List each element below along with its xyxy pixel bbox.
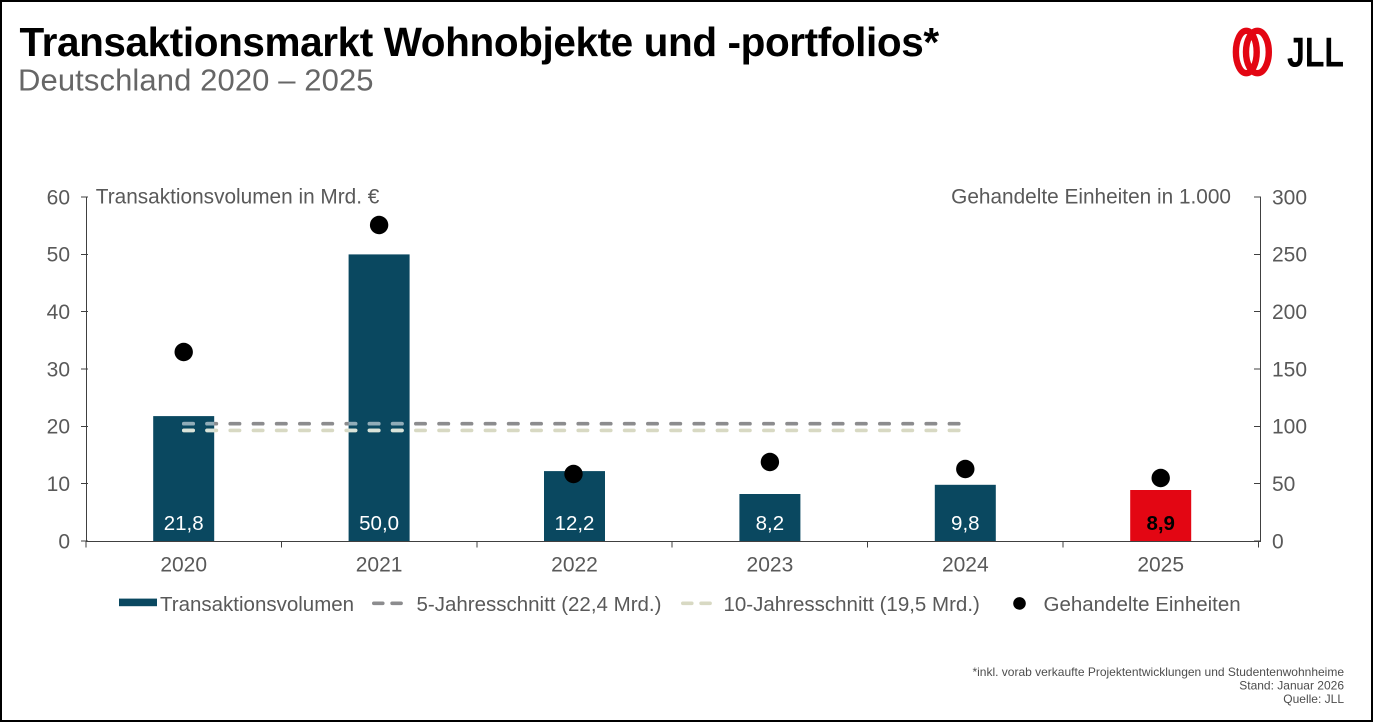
- svg-text:60: 60: [47, 186, 70, 209]
- svg-text:Gehandelte Einheiten in 1.000: Gehandelte Einheiten in 1.000: [951, 186, 1231, 209]
- svg-text:50: 50: [47, 244, 70, 267]
- svg-text:Gehandelte Einheiten: Gehandelte Einheiten: [1044, 593, 1241, 616]
- svg-text:21,8: 21,8: [164, 512, 204, 535]
- svg-text:0: 0: [1272, 530, 1284, 553]
- svg-text:40: 40: [47, 301, 70, 324]
- svg-text:50,0: 50,0: [359, 512, 399, 535]
- svg-text:2025: 2025: [1137, 553, 1184, 576]
- svg-text:Stand: Januar 2026: Stand: Januar 2026: [1239, 679, 1344, 693]
- svg-text:9,8: 9,8: [951, 512, 980, 535]
- svg-text:*inkl. vorab verkaufte Projekt: *inkl. vorab verkaufte Projektentwicklun…: [972, 665, 1344, 679]
- svg-text:8,9: 8,9: [1146, 512, 1175, 535]
- svg-text:Transaktionsvolumen in Mrd. €: Transaktionsvolumen in Mrd. €: [96, 186, 380, 209]
- svg-text:Deutschland 2020 – 2025: Deutschland 2020 – 2025: [18, 63, 374, 98]
- svg-text:300: 300: [1272, 186, 1307, 209]
- svg-text:10-Jahresschnitt (19,5 Mrd.): 10-Jahresschnitt (19,5 Mrd.): [724, 593, 980, 616]
- svg-text:8,2: 8,2: [756, 512, 785, 535]
- svg-text:Quelle: JLL: Quelle: JLL: [1283, 692, 1344, 706]
- svg-text:12,2: 12,2: [555, 512, 595, 535]
- svg-text:2024: 2024: [942, 553, 989, 576]
- svg-text:2021: 2021: [356, 553, 403, 576]
- svg-text:0: 0: [58, 530, 70, 553]
- svg-text:Transaktionsvolumen: Transaktionsvolumen: [160, 593, 354, 616]
- svg-text:50: 50: [1272, 473, 1295, 496]
- svg-text:2023: 2023: [747, 553, 794, 576]
- svg-text:2022: 2022: [551, 553, 598, 576]
- svg-text:250: 250: [1272, 244, 1307, 267]
- svg-text:30: 30: [47, 358, 70, 381]
- svg-text:100: 100: [1272, 416, 1307, 439]
- svg-text:10: 10: [47, 473, 70, 496]
- svg-text:20: 20: [47, 416, 70, 439]
- svg-text:5-Jahresschnitt (22,4 Mrd.): 5-Jahresschnitt (22,4 Mrd.): [417, 593, 662, 616]
- svg-text:Transaktionsmarkt Wohnobjekte: Transaktionsmarkt Wohnobjekte und -portf…: [20, 19, 940, 65]
- svg-text:200: 200: [1272, 301, 1307, 324]
- svg-text:150: 150: [1272, 358, 1307, 381]
- svg-text:2020: 2020: [160, 553, 207, 576]
- svg-text:JLL: JLL: [1287, 29, 1344, 76]
